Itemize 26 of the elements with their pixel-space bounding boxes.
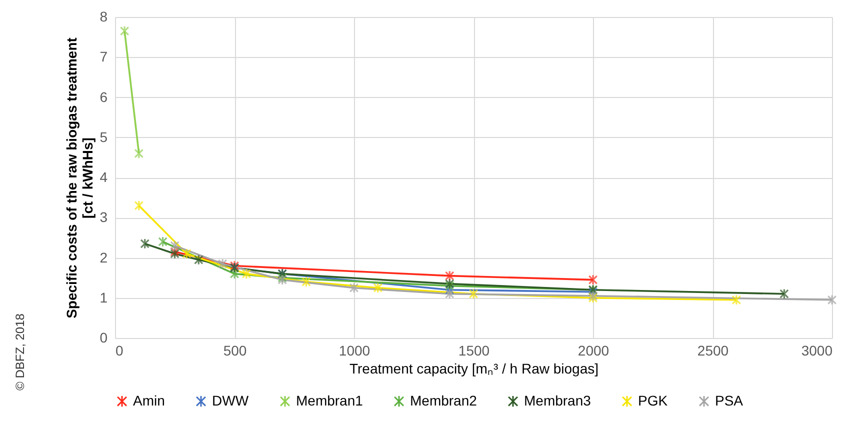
y-tick-label: 8 — [100, 8, 108, 24]
y-tick-label: 0 — [100, 330, 108, 346]
legend-label: Membran1 — [296, 392, 364, 408]
text: © DBFZ, 2018 — [13, 313, 27, 390]
y-tick-label: 7 — [100, 48, 108, 65]
y-tick-label: 4 — [100, 169, 108, 185]
y-tick-label: 1 — [100, 289, 108, 306]
legend-label: PSA — [715, 392, 744, 408]
legend-label: Membran3 — [524, 392, 592, 408]
x-tick-label: 500 — [223, 342, 247, 358]
y-tick-label: 5 — [100, 128, 108, 145]
legend-label: Membran2 — [410, 392, 478, 408]
y-axis-title: Specific costs of the raw biogas treatment [ct / kWhHs] — [64, 37, 96, 318]
x-tick-label: 2500 — [697, 342, 729, 358]
legend-label: PGK — [638, 392, 668, 408]
x-tick-label: 2000 — [578, 342, 610, 358]
y-tick-label: 3 — [100, 209, 108, 226]
x-tick-label: 3000 — [801, 342, 833, 358]
x-tick-label: 0 — [116, 342, 124, 358]
x-tick-label: 1500 — [458, 342, 490, 358]
legend-label: Amin — [133, 392, 165, 408]
y-tick-label: 2 — [100, 249, 108, 266]
x-tick-label: 1000 — [338, 342, 370, 358]
y-tick-label: 6 — [100, 88, 108, 105]
x-axis-title: Treatment capacity [mₙ³ / h Raw biogas] — [349, 360, 599, 376]
legend-label: DWW — [212, 392, 250, 408]
